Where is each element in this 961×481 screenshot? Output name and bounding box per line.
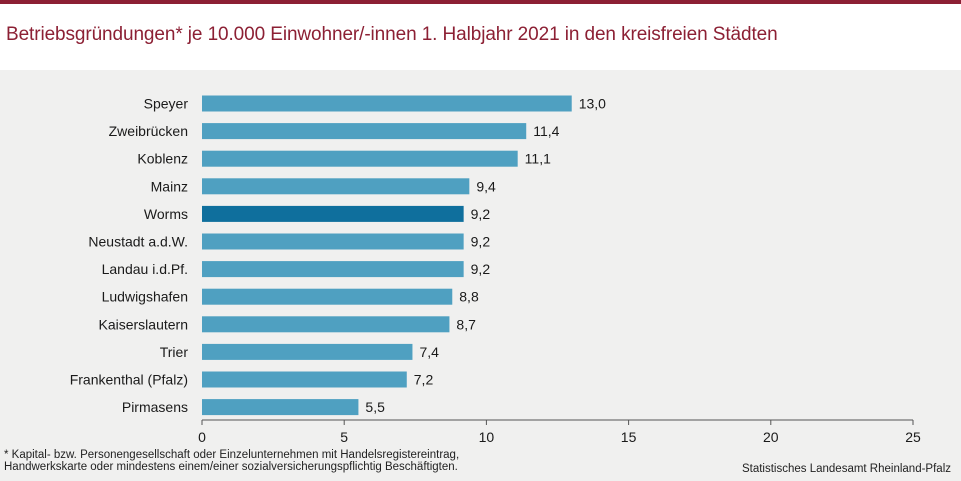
title-band [0, 4, 961, 70]
value-label: 9,2 [471, 261, 491, 277]
chart-title: Betriebsgründungen* je 10.000 Einwohner/… [6, 24, 778, 45]
bar-koblenz [202, 150, 518, 167]
category-label: Koblenz [137, 151, 188, 167]
x-tick-label: 5 [340, 429, 348, 445]
value-label: 7,4 [419, 344, 439, 360]
bar-pirmasens [202, 399, 359, 416]
footnote-line-1: * Kapital- bzw. Personengesellschaft ode… [4, 449, 460, 461]
x-tick-label: 0 [198, 429, 206, 445]
category-label: Frankenthal (Pfalz) [70, 372, 188, 388]
chart-area: Speyer 13,0 Zweibrücken 11,4 Koblenz 11,1 Main… [0, 76, 961, 466]
footnote: * Kapital- bzw. Personengesellschaft ode… [4, 449, 459, 473]
value-label: 9,2 [471, 206, 491, 222]
value-label: 5,5 [365, 399, 385, 415]
category-label: Mainz [151, 178, 188, 194]
value-label: 11,1 [525, 151, 551, 167]
bar-trier [202, 343, 413, 360]
category-label: Kaiserslautern [99, 316, 189, 332]
category-label: Trier [160, 344, 189, 360]
category-label: Ludwigshafen [102, 289, 188, 305]
x-tick-label: 15 [621, 429, 637, 445]
x-tick-label: 10 [479, 429, 495, 445]
value-label: 11,4 [533, 123, 559, 139]
bar-mainz [202, 178, 470, 195]
bar-zweibrücken [202, 123, 527, 140]
value-label: 8,7 [456, 316, 476, 332]
value-label: 9,4 [476, 178, 496, 194]
top-accent-rule [0, 0, 961, 4]
bar-speyer [202, 95, 572, 112]
category-label: Pirmasens [122, 399, 188, 415]
footnote-line-2: Handwerkskarte oder mindestens einem/ein… [4, 461, 458, 473]
category-label: Zweibrücken [109, 123, 188, 139]
value-label: 8,8 [459, 289, 479, 305]
value-label: 13,0 [579, 96, 606, 112]
bar-kaiserslautern [202, 316, 450, 333]
bar-ludwigshafen [202, 288, 453, 305]
x-tick-label: 25 [905, 429, 921, 445]
category-label: Worms [144, 206, 188, 222]
bar-chart: Speyer 13,0 Zweibrücken 11,4 Koblenz 11,1 Main… [70, 95, 921, 445]
x-tick-label: 20 [763, 429, 779, 445]
value-label: 9,2 [471, 234, 491, 250]
category-label: Landau i.d.Pf. [102, 261, 188, 277]
source-note: Statistisches Landesamt Rheinland-Pfalz [741, 463, 951, 475]
bar-neustadt-a-d-w [202, 233, 464, 250]
category-label: Speyer [144, 96, 189, 112]
category-label: Neustadt a.d.W. [88, 234, 188, 250]
bar-frankenthal-pfalz [202, 371, 407, 388]
bar-landau-i-d-pf [202, 261, 464, 278]
bar-worms [202, 205, 464, 222]
value-label: 7,2 [414, 372, 434, 388]
